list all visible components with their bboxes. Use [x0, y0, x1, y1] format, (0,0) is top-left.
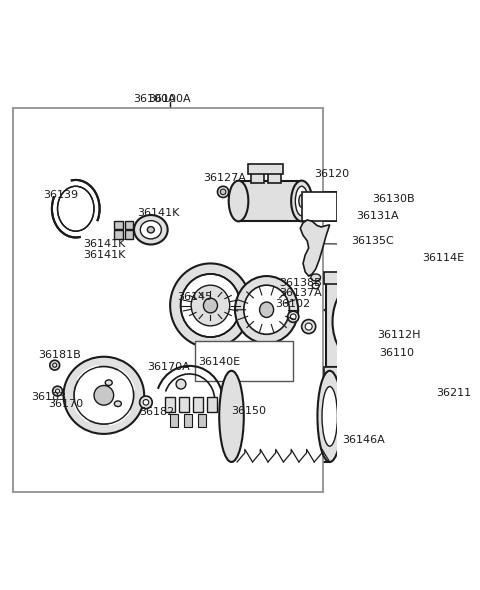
Ellipse shape — [94, 385, 114, 405]
Text: 36141K: 36141K — [137, 208, 179, 218]
Ellipse shape — [52, 180, 100, 237]
Ellipse shape — [228, 181, 248, 221]
Circle shape — [217, 186, 228, 198]
Bar — [324, 367, 394, 380]
Circle shape — [379, 461, 386, 468]
Text: 36127A: 36127A — [204, 173, 246, 183]
Bar — [170, 414, 178, 427]
Ellipse shape — [351, 311, 365, 332]
Bar — [301, 192, 337, 221]
Ellipse shape — [147, 227, 155, 233]
Ellipse shape — [295, 186, 308, 216]
Bar — [251, 171, 264, 183]
Bar — [125, 221, 133, 229]
Bar — [125, 231, 133, 239]
Bar — [324, 272, 394, 284]
Ellipse shape — [333, 283, 383, 360]
Text: 36112H: 36112H — [377, 330, 421, 340]
Ellipse shape — [299, 195, 304, 207]
Ellipse shape — [322, 386, 337, 446]
Text: 36100A: 36100A — [148, 94, 191, 104]
Ellipse shape — [140, 221, 161, 239]
Ellipse shape — [372, 386, 392, 446]
Ellipse shape — [219, 371, 244, 462]
Ellipse shape — [235, 276, 298, 343]
Text: 36141K: 36141K — [83, 239, 125, 249]
Ellipse shape — [74, 366, 133, 424]
Ellipse shape — [204, 298, 217, 313]
Text: 36130B: 36130B — [372, 194, 414, 204]
Ellipse shape — [311, 274, 321, 281]
Ellipse shape — [114, 401, 121, 407]
Ellipse shape — [105, 380, 112, 385]
Text: 36140E: 36140E — [198, 356, 240, 366]
Bar — [386, 265, 408, 388]
Bar — [114, 221, 123, 229]
Bar — [195, 340, 293, 381]
Polygon shape — [300, 220, 330, 276]
Text: 36170A: 36170A — [147, 362, 190, 372]
Text: 36102: 36102 — [275, 299, 310, 309]
Circle shape — [176, 379, 186, 389]
Circle shape — [290, 314, 296, 320]
Bar — [326, 276, 389, 367]
Circle shape — [50, 360, 60, 370]
Ellipse shape — [58, 186, 94, 231]
Bar — [184, 414, 192, 427]
Text: 36182: 36182 — [139, 407, 174, 417]
Ellipse shape — [134, 215, 168, 244]
Text: 36135C: 36135C — [351, 236, 394, 246]
Bar — [179, 396, 190, 412]
Circle shape — [220, 189, 226, 195]
Text: 36114E: 36114E — [422, 253, 465, 263]
Text: 36170: 36170 — [48, 399, 83, 409]
Ellipse shape — [391, 270, 403, 283]
Text: 36139: 36139 — [44, 189, 79, 199]
Text: 36150: 36150 — [231, 406, 266, 416]
Circle shape — [387, 273, 394, 280]
Bar — [207, 396, 217, 412]
Text: 36183: 36183 — [32, 392, 67, 402]
Circle shape — [143, 399, 149, 405]
Ellipse shape — [191, 285, 230, 326]
Ellipse shape — [170, 263, 251, 348]
Text: 36146A: 36146A — [342, 435, 385, 445]
Text: 36145: 36145 — [177, 292, 212, 302]
Text: 36138B: 36138B — [279, 278, 322, 288]
Circle shape — [379, 365, 386, 372]
Ellipse shape — [312, 283, 319, 289]
Circle shape — [410, 345, 420, 355]
Ellipse shape — [63, 357, 144, 434]
Ellipse shape — [377, 402, 387, 431]
Ellipse shape — [391, 371, 403, 384]
Ellipse shape — [317, 371, 342, 462]
Bar — [114, 231, 123, 239]
Circle shape — [429, 385, 436, 392]
Text: 36181B: 36181B — [38, 350, 81, 360]
Circle shape — [53, 386, 62, 396]
Ellipse shape — [340, 295, 375, 348]
Ellipse shape — [291, 181, 312, 221]
Bar — [268, 171, 281, 183]
Ellipse shape — [367, 371, 398, 462]
Circle shape — [301, 320, 316, 333]
Bar — [165, 396, 175, 412]
Bar — [198, 414, 206, 427]
Ellipse shape — [260, 302, 274, 317]
Bar — [239, 181, 301, 221]
Text: 36211: 36211 — [436, 388, 471, 398]
Text: 36137A: 36137A — [279, 288, 322, 298]
Circle shape — [305, 323, 312, 330]
Bar — [193, 396, 204, 412]
Text: 36141K: 36141K — [83, 250, 125, 260]
Circle shape — [140, 396, 152, 409]
Ellipse shape — [180, 274, 240, 337]
Text: 36131A: 36131A — [356, 211, 399, 221]
Text: 36120: 36120 — [314, 169, 349, 179]
Bar — [248, 164, 283, 173]
Text: 36110: 36110 — [379, 348, 414, 358]
Circle shape — [288, 311, 299, 322]
Text: 36100A: 36100A — [133, 94, 176, 104]
Ellipse shape — [244, 285, 289, 335]
